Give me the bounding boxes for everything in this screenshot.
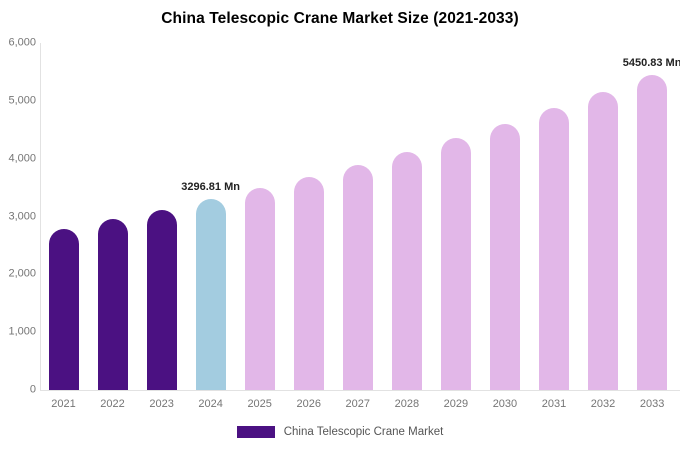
bar-2023[interactable] — [146, 209, 177, 390]
y-axis-label-3000: 3,000 — [8, 210, 36, 222]
bar-2026[interactable] — [293, 176, 324, 390]
x-axis-label-2030: 2030 — [492, 398, 518, 410]
x-axis-label-2021: 2021 — [51, 398, 76, 410]
bar-2025[interactable] — [244, 188, 275, 390]
y-axis-label-6000: 6,000 — [8, 36, 36, 49]
y-axis-labels: 0 1,000 2,000 3,000 4,000 5,000 6,000 — [0, 37, 36, 395]
bar-2033[interactable] — [637, 74, 668, 390]
bar-2022[interactable] — [97, 219, 128, 390]
x-axis-label-2031: 2031 — [541, 398, 567, 410]
x-axis-label-2027: 2027 — [345, 398, 371, 410]
x-axis-label-2022: 2022 — [100, 398, 125, 410]
bar-2027[interactable] — [342, 164, 373, 390]
y-axis-label-4000: 4,000 — [8, 152, 36, 165]
x-axis-label-2026: 2026 — [296, 398, 321, 410]
y-axis-label-5000: 5,000 — [8, 94, 36, 107]
x-axis-label-2033: 2033 — [639, 398, 665, 410]
legend: China Telescopic Crane Market — [0, 426, 680, 438]
bar-value-label-2033: 5450.83 Mn — [622, 56, 680, 69]
y-axis-label-1000: 1,000 — [8, 325, 36, 338]
x-axis-label-2032: 2032 — [590, 398, 616, 410]
x-axis-label-2029: 2029 — [443, 398, 469, 410]
y-axis-label-0: 0 — [29, 383, 36, 396]
x-axis-label-2023: 2023 — [149, 398, 174, 410]
plot-area: 2021 2022 2023 2024 2025 2026 2027 2028 2029 2030… — [40, 43, 680, 410]
bar-2029[interactable] — [440, 137, 471, 390]
bar-2031[interactable] — [539, 108, 569, 390]
y-axis-line — [40, 43, 41, 390]
bar-2032[interactable] — [588, 92, 619, 390]
legend-label: China Telescopic Crane Market — [283, 426, 444, 438]
legend-swatch — [236, 426, 275, 438]
bar-2028[interactable] — [391, 151, 422, 390]
bar-2024[interactable] — [195, 199, 226, 390]
x-axis-label-2025: 2025 — [247, 398, 272, 410]
x-axis-label-2024: 2024 — [198, 398, 223, 410]
y-axis-label-2000: 2,000 — [8, 267, 36, 280]
bar-value-label-2024: 3296.81 Mn — [181, 181, 240, 194]
bar-2030[interactable] — [489, 123, 520, 390]
chart-title: China Telescopic Crane Market Size (2021… — [161, 10, 519, 27]
legend-item-china-telescopic-crane-market[interactable]: China Telescopic Crane Market — [236, 426, 444, 438]
bar-2021[interactable] — [48, 228, 79, 390]
x-axis-label-2028: 2028 — [394, 398, 420, 410]
x-axis-line — [40, 390, 680, 391]
